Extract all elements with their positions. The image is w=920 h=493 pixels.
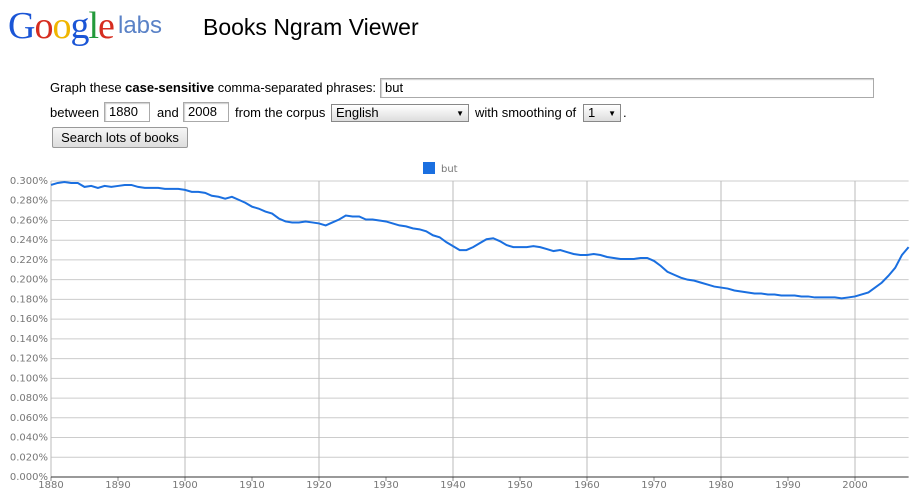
label: between (50, 105, 100, 120)
y-tick-label: 0.100% (10, 373, 48, 384)
y-tick-label: 0.120% (10, 354, 48, 365)
phrase-input[interactable]: but (380, 78, 874, 98)
y-tick-label: 0.140% (10, 334, 48, 345)
logo[interactable]: Google (8, 5, 115, 47)
logo-labs: labs (118, 12, 163, 39)
x-tick-label: 1950 (507, 480, 532, 491)
y-tick-label: 0.020% (10, 452, 48, 463)
label: . (623, 105, 627, 120)
y-tick-label: 0.060% (10, 413, 48, 424)
y-tick-label: 0.180% (10, 294, 48, 305)
corpus-select[interactable]: English (331, 104, 469, 122)
x-tick-label: 2000 (842, 480, 867, 491)
label: from the corpus (235, 105, 326, 120)
y-tick-label: 0.160% (10, 314, 48, 325)
legend-label: but (441, 164, 458, 175)
label: Graph these (50, 80, 122, 95)
chart: 0.000% 0.020% 0.040% 0.060% 0.080% 0.100% 0.12… (10, 162, 910, 491)
label: comma-separated phrases: (217, 80, 376, 95)
label: and (157, 105, 179, 120)
x-tick-label: 1940 (440, 480, 465, 491)
label-bold: case-sensitive (125, 80, 215, 95)
phrase-label: Graph these case-sensitive comma-separat… (50, 80, 376, 95)
x-tick-label: 1970 (641, 480, 666, 491)
x-tick-label: 1900 (172, 480, 197, 491)
y-tick-label: 0.260% (10, 215, 48, 226)
y-tick-label: 0.080% (10, 393, 48, 404)
label: with smoothing of (475, 105, 577, 120)
y-tick-label: 0.040% (10, 433, 48, 444)
x-tick-label: 1930 (373, 480, 398, 491)
y-tick-label: 0.240% (10, 235, 48, 246)
y-tick-label: 0.200% (10, 275, 48, 286)
x-tick-label: 1880 (38, 480, 63, 491)
page-title: Books Ngram Viewer (203, 14, 419, 40)
x-tick-label: 1980 (708, 480, 733, 491)
x-tick-label: 1910 (239, 480, 264, 491)
x-tick-label: 1890 (105, 480, 130, 491)
end-year-input[interactable]: 2008 (183, 102, 229, 122)
legend-swatch (423, 162, 435, 174)
start-year-input[interactable]: 1880 (104, 102, 150, 122)
series-line (50, 180, 910, 300)
y-tick-label: 0.300% (10, 176, 48, 187)
x-tick-label: 1960 (574, 480, 599, 491)
x-tick-label: 1990 (775, 480, 800, 491)
search-button[interactable]: Search lots of books (52, 127, 188, 148)
y-tick-label: 0.000% (10, 472, 48, 483)
x-tick-label: 1920 (306, 480, 331, 491)
y-tick-label: 0.280% (10, 196, 48, 207)
smoothing-select[interactable]: 1 (583, 104, 621, 122)
y-tick-label: 0.220% (10, 255, 48, 266)
